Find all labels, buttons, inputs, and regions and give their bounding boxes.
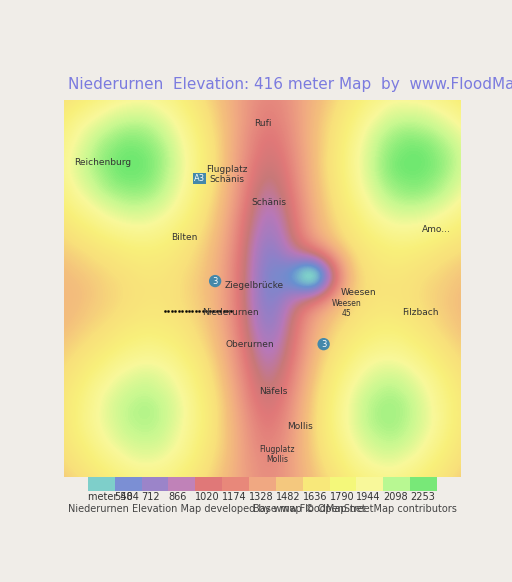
Text: 712: 712 <box>141 492 160 502</box>
Text: Weesen
45: Weesen 45 <box>332 299 362 318</box>
Text: 1944: 1944 <box>356 492 381 502</box>
FancyBboxPatch shape <box>222 477 249 491</box>
Text: Weesen: Weesen <box>340 289 376 297</box>
Text: meter 404: meter 404 <box>88 492 139 502</box>
Text: 1636: 1636 <box>303 492 327 502</box>
Text: Rufi: Rufi <box>253 119 271 128</box>
Text: 1328: 1328 <box>249 492 273 502</box>
Text: Amo...: Amo... <box>421 225 451 235</box>
FancyBboxPatch shape <box>356 477 383 491</box>
FancyBboxPatch shape <box>410 477 437 491</box>
Text: Bilten: Bilten <box>171 233 197 242</box>
Text: Mollis: Mollis <box>288 423 313 431</box>
Text: 1174: 1174 <box>222 492 247 502</box>
Text: Oberurnen: Oberurnen <box>226 340 274 349</box>
FancyBboxPatch shape <box>383 477 410 491</box>
Text: Niederurnen: Niederurnen <box>202 308 259 317</box>
Text: 3: 3 <box>321 340 326 349</box>
Text: Base map © OpenStreetMap contributors: Base map © OpenStreetMap contributors <box>253 505 457 514</box>
Text: Flugplatz
Mollis: Flugplatz Mollis <box>260 445 295 464</box>
Text: 3: 3 <box>212 276 218 286</box>
Text: 1020: 1020 <box>195 492 220 502</box>
Text: Niederurnen  Elevation: 416 meter Map  by  www.FloodMap.net  (beta): Niederurnen Elevation: 416 meter Map by … <box>68 77 512 93</box>
Text: Flugplatz
Schänis: Flugplatz Schänis <box>206 165 247 184</box>
FancyBboxPatch shape <box>195 477 222 491</box>
FancyBboxPatch shape <box>168 477 195 491</box>
FancyBboxPatch shape <box>249 477 276 491</box>
Text: Niederurnen Elevation Map developed by www.FloodMap.net: Niederurnen Elevation Map developed by w… <box>68 505 366 514</box>
FancyBboxPatch shape <box>303 477 330 491</box>
Text: Reichenburg: Reichenburg <box>74 158 131 167</box>
Text: 2253: 2253 <box>410 492 435 502</box>
Text: 2098: 2098 <box>383 492 408 502</box>
Text: 558: 558 <box>115 492 133 502</box>
Text: Näfels: Näfels <box>259 387 287 396</box>
Text: Filzbach: Filzbach <box>402 308 439 317</box>
Text: 1790: 1790 <box>330 492 354 502</box>
FancyBboxPatch shape <box>88 477 115 491</box>
Text: Ziegelbrücke: Ziegelbrücke <box>224 281 284 289</box>
FancyBboxPatch shape <box>115 477 141 491</box>
Text: 1482: 1482 <box>276 492 301 502</box>
Text: A3: A3 <box>194 174 205 183</box>
FancyBboxPatch shape <box>276 477 303 491</box>
Text: 866: 866 <box>168 492 187 502</box>
FancyBboxPatch shape <box>141 477 168 491</box>
FancyBboxPatch shape <box>330 477 356 491</box>
Text: Schänis: Schänis <box>252 198 287 207</box>
